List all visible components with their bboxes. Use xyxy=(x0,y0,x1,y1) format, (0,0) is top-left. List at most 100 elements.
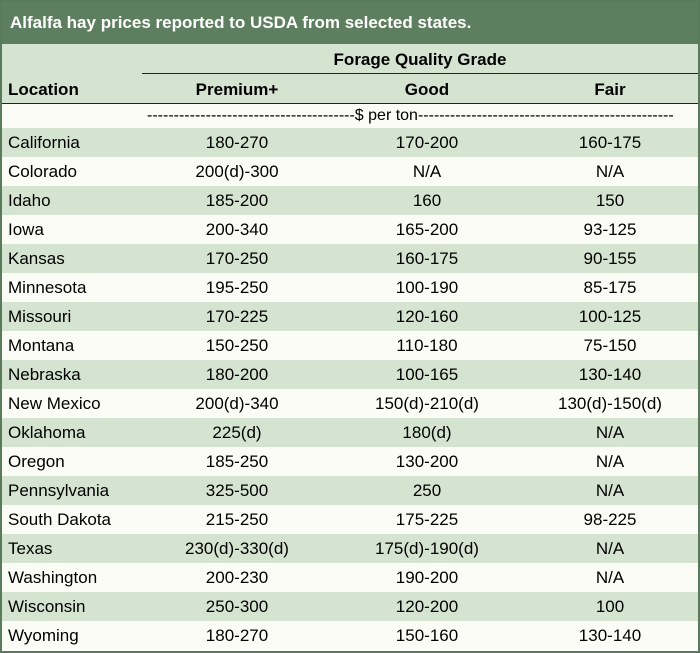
cell-fair: 75-150 xyxy=(583,336,637,355)
column-header-location: Location xyxy=(8,80,79,99)
column-header-premium: Premium+ xyxy=(195,80,279,99)
table-row: California 180-270 170-200 160-175 xyxy=(2,128,698,157)
cell-fair: 100-125 xyxy=(578,307,642,326)
cell-good: 250 xyxy=(412,481,442,500)
group-header: Forage Quality Grade xyxy=(333,50,507,69)
cell-good: 170-200 xyxy=(395,133,459,152)
cell-fair: 160-175 xyxy=(578,133,642,152)
cell-good: 130-200 xyxy=(395,452,459,471)
cell-premium: 230(d)-330(d) xyxy=(185,539,289,558)
table-body: California 180-270 170-200 160-175 Colorado 2… xyxy=(2,128,698,650)
cell-fair: 90-155 xyxy=(583,249,637,268)
cell-premium: 180-270 xyxy=(205,133,269,152)
table-row: Nebraska 180-200 100-165 130-140 xyxy=(2,360,698,389)
cell-premium: 185-200 xyxy=(205,191,269,210)
cell-good: 160-175 xyxy=(395,249,459,268)
table-row: Wisconsin 250-300 120-200 100 xyxy=(2,592,698,621)
cell-good: 120-200 xyxy=(395,597,459,616)
cell-location: Montana xyxy=(8,336,75,355)
table-header: Forage Quality Grade Location Premium+ G… xyxy=(2,44,698,104)
cell-premium: 200-340 xyxy=(205,220,269,239)
cell-location: Iowa xyxy=(8,220,44,239)
cell-location: Washington xyxy=(8,568,98,587)
cell-good: 100-190 xyxy=(395,278,459,297)
cell-good: 160 xyxy=(412,191,442,210)
cell-premium: 250-300 xyxy=(205,597,269,616)
cell-good: 165-200 xyxy=(395,220,459,239)
cell-premium: 195-250 xyxy=(205,278,269,297)
cell-location: California xyxy=(8,133,80,152)
cell-fair: N/A xyxy=(595,481,625,500)
table-row: Colorado 200(d)-300 N/A N/A xyxy=(2,157,698,186)
cell-good: 175-225 xyxy=(395,510,459,529)
cell-fair: N/A xyxy=(595,568,625,587)
cell-good: 180(d) xyxy=(402,423,452,442)
column-header-fair: Fair xyxy=(594,80,626,99)
cell-premium: 215-250 xyxy=(205,510,269,529)
cell-good: 150(d)-210(d) xyxy=(375,394,479,413)
cell-fair: N/A xyxy=(595,539,625,558)
table-row: Iowa 200-340 165-200 93-125 xyxy=(2,215,698,244)
cell-premium: 150-250 xyxy=(205,336,269,355)
cell-fair: 130-140 xyxy=(578,365,642,384)
cell-fair: 150 xyxy=(595,191,625,210)
cell-premium: 200(d)-340 xyxy=(195,394,279,413)
cell-fair: N/A xyxy=(595,423,625,442)
cell-premium: 170-250 xyxy=(205,249,269,268)
group-divider xyxy=(142,73,698,74)
cell-good: 100-165 xyxy=(395,365,459,384)
cell-location: Oklahoma xyxy=(8,423,86,442)
table-row: Texas 230(d)-330(d) 175(d)-190(d) N/A xyxy=(2,534,698,563)
cell-location: Wisconsin xyxy=(8,597,86,616)
table-row: Washington 200-230 190-200 N/A xyxy=(2,563,698,592)
table-row: Minnesota 195-250 100-190 85-175 xyxy=(2,273,698,302)
cell-good: 175(d)-190(d) xyxy=(375,539,479,558)
cell-fair: N/A xyxy=(595,162,625,181)
table-row: Pennsylvania 325-500 250 N/A xyxy=(2,476,698,505)
cell-fair: 100 xyxy=(595,597,625,616)
unit-label: ---------------------------------------$… xyxy=(147,107,674,124)
cell-good: N/A xyxy=(412,162,442,181)
cell-premium: 200-230 xyxy=(205,568,269,587)
table-row: Idaho 185-200 160 150 xyxy=(2,186,698,215)
cell-location: Pennsylvania xyxy=(8,481,110,500)
cell-location: Nebraska xyxy=(8,365,81,384)
cell-location: Kansas xyxy=(8,249,65,268)
cell-good: 190-200 xyxy=(395,568,459,587)
cell-location: Idaho xyxy=(8,191,51,210)
cell-premium: 180-200 xyxy=(205,365,269,384)
table-row: Montana 150-250 110-180 75-150 xyxy=(2,331,698,360)
cell-location: New Mexico xyxy=(8,394,101,413)
cell-location: Texas xyxy=(8,539,53,558)
cell-premium: 185-250 xyxy=(205,452,269,471)
table-row: Kansas 170-250 160-175 90-155 xyxy=(2,244,698,273)
cell-premium: 325-500 xyxy=(205,481,269,500)
cell-location: Minnesota xyxy=(8,278,87,297)
cell-location: Oregon xyxy=(8,452,65,471)
header-divider xyxy=(2,103,698,104)
table-row: Oregon 185-250 130-200 N/A xyxy=(2,447,698,476)
unit-row: ---------------------------------------$… xyxy=(2,104,698,128)
cell-fair: 130-140 xyxy=(578,626,642,645)
cell-location: Missouri xyxy=(8,307,72,326)
cell-good: 120-160 xyxy=(395,307,459,326)
cell-fair: 130(d)-150(d) xyxy=(558,394,662,413)
cell-location: Colorado xyxy=(8,162,77,181)
cell-premium: 200(d)-300 xyxy=(195,162,279,181)
cell-fair: 93-125 xyxy=(583,220,637,239)
cell-premium: 180-270 xyxy=(205,626,269,645)
table-title: Alfalfa hay prices reported to USDA from… xyxy=(2,2,698,44)
cell-good: 110-180 xyxy=(396,336,458,355)
table-row: South Dakota 215-250 175-225 98-225 xyxy=(2,505,698,534)
cell-fair: 98-225 xyxy=(583,510,637,529)
table-row: New Mexico 200(d)-340 150(d)-210(d) 130(d)-… xyxy=(2,389,698,418)
column-header-good: Good xyxy=(404,80,450,99)
cell-location: Wyoming xyxy=(8,626,79,645)
cell-fair: N/A xyxy=(595,452,625,471)
cell-fair: 85-175 xyxy=(583,278,637,297)
table-row: Wyoming 180-270 150-160 130-140 xyxy=(2,621,698,650)
cell-premium: 170-225 xyxy=(205,307,269,326)
cell-premium: 225(d) xyxy=(212,423,262,442)
cell-location: South Dakota xyxy=(8,510,112,529)
